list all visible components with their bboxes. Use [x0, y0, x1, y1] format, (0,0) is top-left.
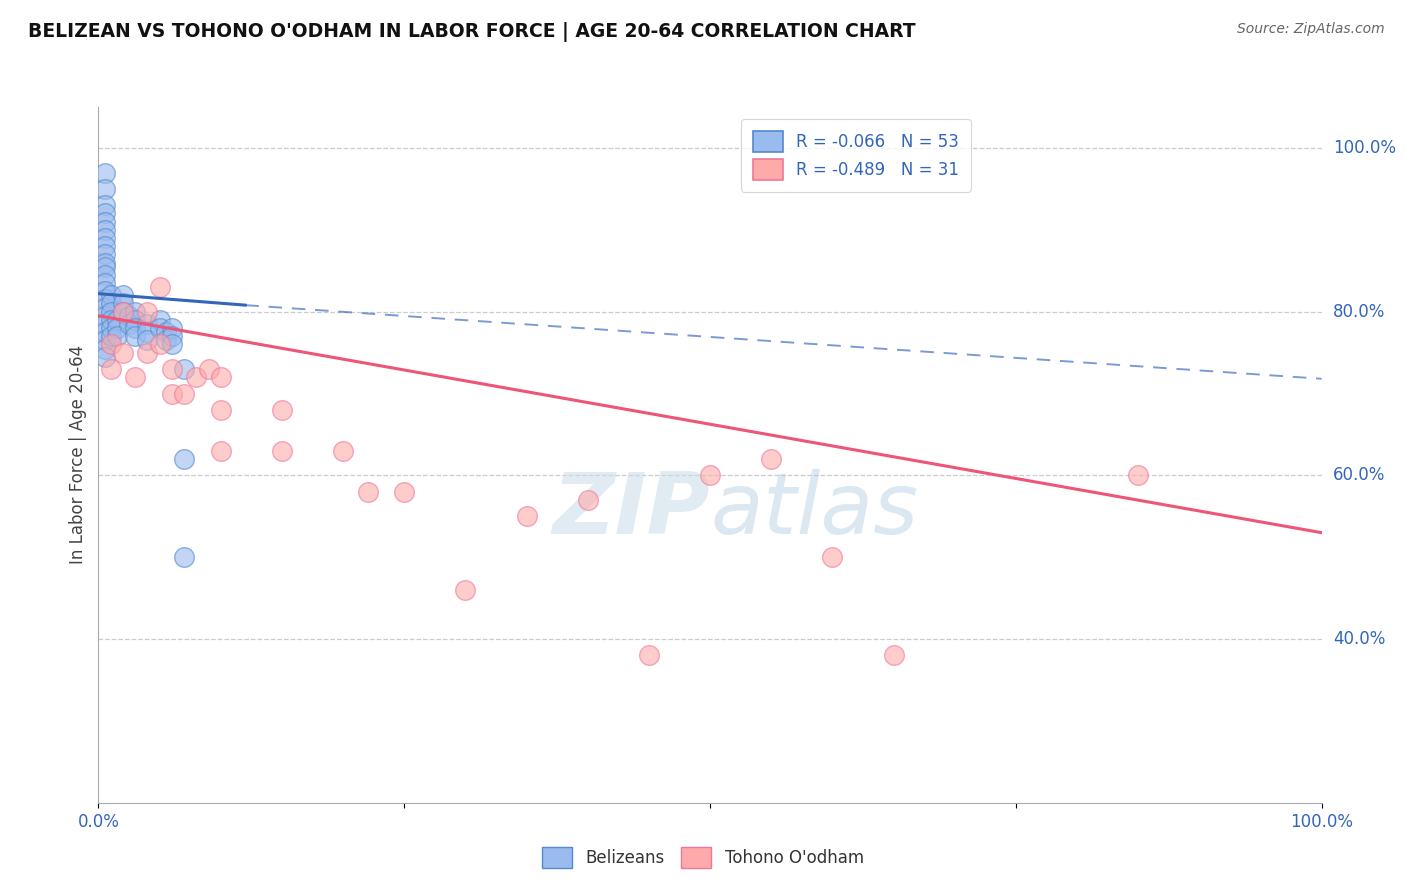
- Point: [136, 304, 159, 318]
- Point: [515, 509, 537, 524]
- Point: [93, 309, 115, 323]
- Point: [173, 452, 195, 467]
- Point: [93, 317, 115, 331]
- Point: [209, 370, 232, 384]
- Point: [209, 403, 232, 417]
- Point: [883, 648, 905, 663]
- Point: [576, 492, 599, 507]
- Point: [124, 329, 146, 343]
- Point: [160, 386, 183, 401]
- Point: [100, 313, 122, 327]
- Text: Source: ZipAtlas.com: Source: ZipAtlas.com: [1237, 22, 1385, 37]
- Point: [93, 182, 115, 196]
- Point: [699, 468, 721, 483]
- Text: atlas: atlas: [710, 469, 918, 552]
- Legend: R = -0.066   N = 53, R = -0.489   N = 31: R = -0.066 N = 53, R = -0.489 N = 31: [741, 119, 970, 192]
- Legend: Belizeans, Tohono O'odham: Belizeans, Tohono O'odham: [536, 840, 870, 875]
- Point: [637, 648, 661, 663]
- Point: [136, 334, 159, 348]
- Point: [93, 231, 115, 245]
- Point: [93, 301, 115, 315]
- Point: [93, 255, 115, 269]
- Point: [93, 198, 115, 212]
- Point: [160, 329, 183, 343]
- Point: [124, 313, 146, 327]
- Point: [270, 403, 294, 417]
- Text: 80.0%: 80.0%: [1333, 302, 1385, 321]
- Point: [149, 321, 172, 335]
- Point: [105, 329, 128, 343]
- Point: [454, 582, 477, 597]
- Point: [93, 206, 115, 220]
- Point: [332, 443, 354, 458]
- Point: [111, 296, 134, 310]
- Point: [160, 362, 183, 376]
- Point: [93, 342, 115, 356]
- Point: [93, 268, 115, 282]
- Point: [93, 293, 115, 307]
- Y-axis label: In Labor Force | Age 20-64: In Labor Force | Age 20-64: [69, 345, 87, 565]
- Point: [93, 223, 115, 237]
- Point: [111, 304, 134, 318]
- Point: [209, 443, 232, 458]
- Point: [136, 317, 159, 331]
- Point: [111, 304, 134, 318]
- Point: [761, 452, 783, 467]
- Point: [1128, 468, 1150, 483]
- Point: [124, 321, 146, 335]
- Text: ZIP: ZIP: [553, 469, 710, 552]
- Point: [149, 337, 172, 351]
- Text: 40.0%: 40.0%: [1333, 630, 1385, 648]
- Text: 100.0%: 100.0%: [1333, 139, 1396, 157]
- Point: [100, 362, 122, 376]
- Point: [149, 280, 172, 294]
- Point: [149, 313, 172, 327]
- Point: [118, 317, 141, 331]
- Point: [173, 362, 195, 376]
- Point: [93, 239, 115, 253]
- Point: [173, 386, 195, 401]
- Point: [160, 337, 183, 351]
- Point: [93, 276, 115, 290]
- Point: [111, 288, 134, 302]
- Point: [105, 313, 128, 327]
- Point: [93, 165, 115, 179]
- Point: [160, 321, 183, 335]
- Point: [93, 334, 115, 348]
- Point: [821, 550, 844, 565]
- Point: [93, 260, 115, 274]
- Point: [136, 345, 159, 359]
- Point: [105, 321, 128, 335]
- Point: [93, 284, 115, 298]
- Point: [197, 362, 219, 376]
- Point: [100, 321, 122, 335]
- Point: [392, 484, 416, 499]
- Point: [100, 304, 122, 318]
- Point: [100, 296, 122, 310]
- Text: BELIZEAN VS TOHONO O'ODHAM IN LABOR FORCE | AGE 20-64 CORRELATION CHART: BELIZEAN VS TOHONO O'ODHAM IN LABOR FORC…: [28, 22, 915, 42]
- Point: [173, 550, 195, 565]
- Point: [270, 443, 294, 458]
- Point: [111, 345, 134, 359]
- Point: [356, 484, 378, 499]
- Point: [100, 337, 122, 351]
- Point: [93, 350, 115, 364]
- Point: [100, 288, 122, 302]
- Point: [124, 304, 146, 318]
- Point: [118, 309, 141, 323]
- Text: 60.0%: 60.0%: [1333, 467, 1385, 484]
- Point: [155, 334, 177, 348]
- Point: [186, 370, 208, 384]
- Point: [136, 325, 159, 339]
- Point: [100, 329, 122, 343]
- Point: [93, 247, 115, 261]
- Point: [155, 325, 177, 339]
- Point: [124, 370, 146, 384]
- Point: [93, 325, 115, 339]
- Point: [93, 214, 115, 228]
